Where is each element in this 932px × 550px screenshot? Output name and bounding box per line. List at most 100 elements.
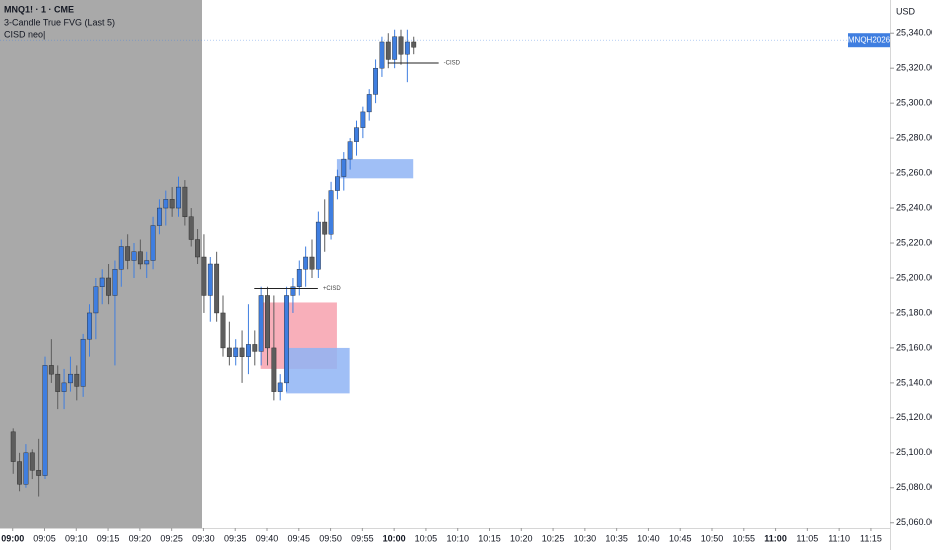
candle-body <box>131 251 137 261</box>
y-tick-label: 25,300.00 <box>896 98 932 108</box>
candle-body <box>277 382 283 392</box>
x-tick-label: 09:40 <box>256 533 279 543</box>
candle-body <box>99 277 105 287</box>
candle-body <box>137 251 143 265</box>
x-tick-label: 09:30 <box>192 533 215 543</box>
x-tick-label: 10:55 <box>733 533 756 543</box>
x-tick-label: 09:15 <box>97 533 120 543</box>
candle-body <box>258 295 264 352</box>
candle-body <box>284 295 289 384</box>
candle-body <box>226 347 232 357</box>
candle-body <box>163 199 169 209</box>
candle-body <box>157 207 162 226</box>
candle-body <box>207 263 213 296</box>
candle-body <box>55 373 61 392</box>
candle-body <box>201 256 207 296</box>
indicator: CISD neo| <box>4 29 45 39</box>
y-tick-label: 25,260.00 <box>896 167 932 177</box>
last-price-tag <box>848 33 890 48</box>
y-tick-label: 25,100.00 <box>896 447 932 457</box>
candle-body <box>150 225 156 261</box>
y-tick-label: 25,320.00 <box>896 63 932 73</box>
x-tick-label: 10:35 <box>605 533 628 543</box>
candle-body <box>17 461 22 485</box>
candle-body <box>10 431 16 462</box>
candle-body <box>265 295 270 349</box>
cisd-label: +CISD <box>323 286 342 292</box>
candle-body <box>214 263 220 314</box>
candle-body <box>118 246 124 270</box>
candle-body <box>125 246 131 261</box>
x-tick-label: 09:50 <box>319 533 342 543</box>
candle-body <box>220 312 226 349</box>
candle-body <box>48 365 54 375</box>
candle-body <box>328 190 334 235</box>
fvg-zone <box>336 159 414 179</box>
x-tick-label: 10:00 <box>383 533 406 543</box>
candle-body <box>195 239 200 258</box>
candle-body <box>354 127 359 142</box>
x-tick-label: 09:10 <box>65 533 88 543</box>
candle-body <box>411 41 417 48</box>
candle-body <box>29 452 35 471</box>
x-tick-label: 11:05 <box>796 533 818 543</box>
candle-body <box>87 312 92 340</box>
x-tick-label: 09:55 <box>351 533 374 543</box>
candle-body <box>80 338 86 387</box>
y-tick-label: 25,340.00 <box>896 28 932 38</box>
x-tick-label: 10:10 <box>446 533 469 543</box>
x-tick-label: 11:00 <box>764 533 787 543</box>
y-tick-label: 25,240.00 <box>896 202 932 212</box>
candle-body <box>68 373 73 384</box>
candle-body <box>23 452 29 485</box>
y-tick-label: 25,080.00 <box>896 482 932 492</box>
candle-body <box>290 286 296 296</box>
y-tick-label: 25,120.00 <box>896 412 932 422</box>
candle-body <box>347 141 353 160</box>
candle-body <box>315 221 321 270</box>
candle-body <box>341 158 347 177</box>
candle-body <box>106 277 111 296</box>
candle-body <box>373 67 378 95</box>
candle-body <box>309 256 315 270</box>
x-tick-label: 09:00 <box>1 533 24 543</box>
x-tick-label: 11:10 <box>828 533 850 543</box>
x-tick-label: 10:40 <box>637 533 660 543</box>
cisd-label: -CISD <box>444 61 461 67</box>
x-tick-label: 11:15 <box>860 533 882 543</box>
y-tick-label: 25,280.00 <box>896 132 932 142</box>
candle-body <box>296 269 302 287</box>
x-tick-label: 10:05 <box>415 533 438 543</box>
candle-body <box>112 269 118 296</box>
candle-body <box>271 347 277 392</box>
candle-body <box>74 373 80 387</box>
x-tick-label: 10:30 <box>574 533 597 543</box>
candle-body <box>144 260 150 265</box>
candle-body <box>392 36 398 60</box>
candle-body <box>188 216 194 240</box>
candle-body <box>36 470 42 476</box>
candle-body <box>379 41 385 69</box>
candle-body <box>303 256 309 270</box>
x-tick-label: 10:20 <box>510 533 533 543</box>
x-tick-label: 09:25 <box>160 533 183 543</box>
candle-body <box>93 286 99 314</box>
candle-body <box>335 176 340 191</box>
candle-body <box>176 186 181 209</box>
candle-body <box>42 365 48 476</box>
y-tick-label: 25,200.00 <box>896 272 932 282</box>
candle-body <box>366 94 372 113</box>
y-tick-label: 25,060.00 <box>896 517 932 527</box>
x-tick-label: 09:20 <box>129 533 152 543</box>
session-shade <box>0 0 202 528</box>
x-tick-label: 09:35 <box>224 533 247 543</box>
symbol: MNQ1! · 1 · CME <box>4 4 74 14</box>
fvg-zone <box>286 347 350 394</box>
y-tick-label: 25,140.00 <box>896 377 932 387</box>
y-tick-label: 25,220.00 <box>896 237 932 247</box>
candle-body <box>252 344 258 352</box>
x-tick-label: 09:45 <box>288 533 311 543</box>
x-tick-label: 10:15 <box>478 533 501 543</box>
x-tick-label: 10:45 <box>669 533 692 543</box>
